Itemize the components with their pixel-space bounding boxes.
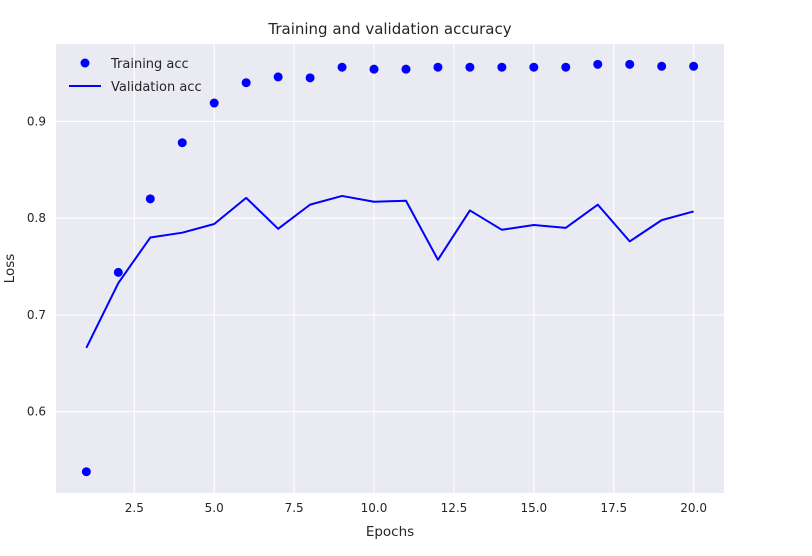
legend-marker-training [80, 58, 90, 68]
training-acc-point [177, 138, 187, 148]
y-tick-label: 0.6 [27, 405, 46, 419]
x-tick-label: 17.5 [600, 501, 627, 515]
training-acc-point [625, 59, 635, 69]
training-acc-point [433, 62, 443, 72]
x-tick-label: 20.0 [680, 501, 707, 515]
training-acc-point [401, 64, 411, 74]
x-tick-label: 7.5 [285, 501, 304, 515]
x-tick-label: 5.0 [205, 501, 224, 515]
x-tick-label: 10.0 [361, 501, 388, 515]
y-tick-label: 0.9 [27, 114, 46, 128]
legend-label-training: Training acc [110, 57, 189, 72]
training-acc-point [497, 62, 507, 72]
x-axis-label: Epochs [366, 524, 414, 540]
training-acc-point [305, 73, 315, 83]
training-acc-point [113, 267, 123, 277]
training-acc-point [529, 62, 539, 72]
x-tick-label: 2.5 [125, 501, 144, 515]
plot-area [56, 44, 724, 493]
series-layer [81, 59, 699, 477]
y-tick-label: 0.7 [27, 308, 46, 322]
training-acc-point [561, 62, 571, 72]
training-acc-point [593, 59, 603, 69]
training-acc-point [145, 194, 155, 204]
training-acc-point [657, 61, 667, 71]
training-acc-point [689, 61, 699, 71]
y-tick-label: 0.8 [27, 211, 46, 225]
validation-acc-line [85, 194, 694, 349]
legend: Training acc Validation acc [69, 57, 202, 95]
x-tick-label: 12.5 [441, 501, 468, 515]
training-acc-point [241, 78, 251, 88]
tick-labels: 2.5 5.0 7.5 10.0 12.5 15.0 17.5 20.0 0.6 0.7 0.8 0.… [27, 114, 707, 515]
legend-label-validation: Validation acc [111, 80, 202, 95]
grid [56, 44, 724, 493]
chart-title: Training and validation accuracy [267, 20, 511, 38]
x-tick-label: 15.0 [520, 501, 547, 515]
training-acc-point [81, 467, 91, 477]
training-acc-point [369, 64, 379, 74]
training-acc-point [273, 72, 283, 82]
training-acc-point [337, 62, 347, 72]
y-axis-label: Loss [2, 254, 18, 284]
training-acc-point [209, 98, 219, 108]
training-acc-point [465, 62, 475, 72]
